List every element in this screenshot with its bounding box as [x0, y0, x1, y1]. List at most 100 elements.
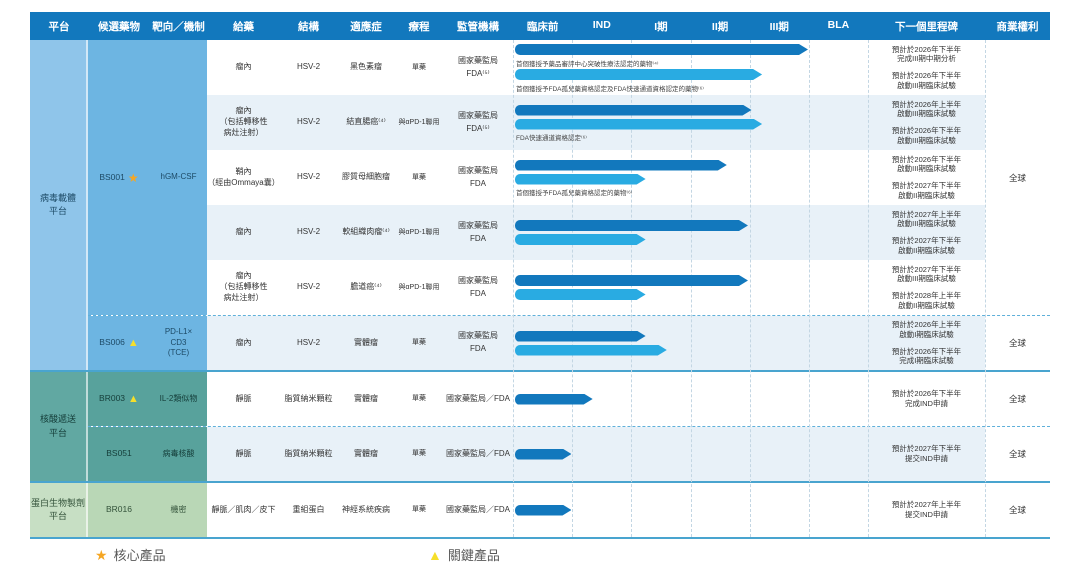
- regimen-cell: 單藥: [412, 173, 426, 181]
- indication-cell: 膽道癌⁽⁴⁾: [350, 282, 382, 292]
- phase-bar-fda: [515, 69, 762, 80]
- regimen-cell: 單藥: [412, 506, 426, 514]
- candidate-cell: BR003 ▲: [88, 372, 150, 426]
- regimen-cell: 單藥: [412, 450, 426, 458]
- star-icon: ★: [127, 170, 139, 185]
- structure-cell: HSV-2: [296, 227, 321, 237]
- milestone-entry: 預計於2026年下半年 完成III期中期分析: [891, 44, 962, 64]
- milestone-cell: 預計於2027年下半年 啟動III期臨床試驗 預計於2028年上半年 啟動II期臨…: [868, 260, 985, 315]
- regulator-cell: 國家藥監局／FDA: [446, 504, 510, 514]
- indication-cell: 結直腸癌⁽⁴⁾: [346, 117, 386, 127]
- pipeline-row: 鞘內 （經由Ommaya囊） HSV-2 膠質母細胞瘤 單藥 國家藥監局 FDA 首個獲授…: [207, 150, 985, 205]
- regimen-cell: 單藥: [412, 63, 426, 71]
- commercial-rights-cell: 全球: [1008, 338, 1026, 348]
- pipeline-row: 瘤內 HSV-2 軟組織肉瘤⁽⁴⁾ 與αPD-1聯用 國家藥監局 FDA 預計於2027年…: [207, 205, 985, 260]
- phase-bar-fda: [515, 119, 762, 130]
- phase-bar-fda: [515, 345, 667, 356]
- bar-note: 首個獲授予FDA孤兒藥資格認定的藥物⁽⁶⁾: [516, 190, 633, 197]
- milestone-entry: 預計於2026年下半年 完成I期臨床試驗: [891, 346, 962, 366]
- timeline-cell: FDA快速通道資格認定⁽⁶⁾: [513, 95, 868, 150]
- header-structure: 結構: [298, 20, 319, 33]
- milestone-cell: 預計於2026年下半年 完成III期中期分析 預計於2026年下半年 啟動III期…: [868, 40, 985, 95]
- phase-bar-nmpa: [515, 394, 593, 405]
- phase-bar-nmpa: [515, 449, 571, 460]
- platform-cell: 蛋白生物製劑 平台: [30, 483, 88, 537]
- milestone-entry: 預計於2027年上半年 啟動III期臨床試驗: [891, 209, 962, 229]
- candidate-group: BR003 ▲ IL-2類似物 靜脈 脂質納米顆粒 實體瘤 單藥 國家藥監局／FDA 預計於20…: [88, 372, 1050, 426]
- bar-wrap: [515, 220, 868, 231]
- phase-bar-nmpa: [515, 275, 748, 286]
- platform-groups: BR003 ▲ IL-2類似物 靜脈 脂質納米顆粒 實體瘤 單藥 國家藥監局／FDA 預計於20…: [88, 372, 1050, 481]
- header-candidate: 候選藥物: [98, 20, 140, 33]
- indication-cell: 實體瘤: [354, 448, 378, 458]
- star-icon: ★: [95, 546, 108, 563]
- candidate-code: BS001: [99, 171, 125, 182]
- pipeline-row: 瘤內 HSV-2 黑色素瘤 單藥 國家藥監局 FDA⁽⁵⁾ 首個獲授予藥品審評中心突破性療…: [207, 40, 985, 95]
- regimen-cell: 與αPD-1聯用: [398, 283, 440, 291]
- milestone-entry: 預計於2026年上半年 啟動III期臨床試驗: [891, 99, 962, 119]
- bar-wrap: [515, 289, 868, 300]
- candidate-cell: BR016: [88, 483, 150, 537]
- timeline-cell: [513, 205, 868, 260]
- rows-stack: 靜脈 脂質納米顆粒 實體瘤 單藥 國家藥監局／FDA 預計於2027年下半年 提交IND申…: [207, 427, 985, 481]
- dosing-cell: 靜脈: [235, 393, 252, 403]
- target-cell: 病毒核酸: [150, 427, 207, 481]
- structure-cell: HSV-2: [296, 172, 321, 182]
- milestone-entry: 預計於2027年下半年 提交IND申請: [891, 444, 962, 463]
- header-commercial: 商業權利: [996, 20, 1039, 33]
- header-regulator: 監管機構: [457, 20, 499, 33]
- platform-groups: BR016 機密 靜脈／肌肉／皮下 重組蛋白 神經系統疾病 單藥 國家藥監局／FDA 預計於2…: [88, 483, 1050, 537]
- milestone-entry: 預計於2027年上半年 提交IND申請: [891, 500, 962, 519]
- bar-note: 首個獲授予FDA孤兒藥資格認定及FDA快速通道資格認定的藥物⁽⁶⁾: [516, 85, 704, 93]
- table-header-row: 平台 候選藥物 靶向／機制 給藥 結構 適應症 療程 監管機構 臨床前 IND I期 II期 III期 B…: [30, 12, 1050, 40]
- bar-note: FDA快速通道資格認定⁽⁶⁾: [516, 135, 587, 142]
- bar-wrap: [515, 69, 868, 80]
- regulator-cell: 國家藥監局／FDA: [446, 448, 510, 458]
- rows-stack: 靜脈 脂質納米顆粒 實體瘤 單藥 國家藥監局／FDA 預計於2026年下半年 完成IND申…: [207, 372, 985, 426]
- phase-bar-nmpa: [515, 505, 571, 516]
- structure-cell: HSV-2: [296, 62, 321, 72]
- regulator-cell: 國家藥監局 FDA⁽⁵⁾: [458, 55, 498, 78]
- phase-bar-fda: [515, 174, 646, 185]
- candidate-code: BR016: [106, 504, 132, 515]
- regimen-cell: 單藥: [412, 395, 426, 403]
- milestone-entry: 預計於2027年下半年 啟動II期臨床試驗: [891, 181, 962, 200]
- regulator-cell: 國家藥監局 FDA: [458, 331, 498, 353]
- regulator-cell: 國家藥監局 FDA: [458, 275, 498, 298]
- bar-wrap: [515, 234, 868, 245]
- candidate-group: BS006 ▲ PD-L1× CD3 (TCE) 瘤內 HSV-2 實體瘤 單藥 國家藥監局 …: [88, 315, 1050, 370]
- regimen-cell: 與αPD-1聯用: [398, 118, 440, 126]
- candidate-group: BS051 病毒核酸 靜脈 脂質納米顆粒 實體瘤 單藥 國家藥監局／FDA 預計於2027年下…: [88, 426, 1050, 481]
- bar-wrap: [515, 394, 868, 405]
- phase-bar-nmpa: [515, 160, 727, 171]
- bar-wrap: [515, 105, 868, 116]
- commercial-rights-cell: 全球: [1008, 394, 1026, 404]
- bar-wrap: [515, 119, 868, 130]
- pipeline-row: 瘤內 （包括轉移性 病灶注射） HSV-2 膽道癌⁽⁴⁾ 與αPD-1聯用 國家藥監局 …: [207, 260, 985, 315]
- triangle-icon: ▲: [128, 392, 139, 405]
- platform-groups: BS001 ★ hGM-CSF 瘤內 HSV-2 黑色素瘤 單藥 國家藥監局 FDA⁽⁵⁾ 首個…: [88, 40, 1050, 370]
- dosing-cell: 瘤內 （包括轉移性 病灶注射）: [219, 271, 268, 302]
- regulator-cell: 國家藥監局 FDA⁽⁵⁾: [458, 110, 498, 133]
- target-cell: IL-2類似物: [150, 372, 207, 426]
- structure-cell: HSV-2: [296, 117, 321, 127]
- target-cell: hGM-CSF: [150, 40, 207, 315]
- regulator-cell: 國家藥監局 FDA: [458, 165, 498, 188]
- commercial-rights-cell: 全球: [1008, 172, 1026, 183]
- header-phase: BLA: [827, 18, 850, 31]
- structure-cell: HSV-2: [296, 337, 321, 347]
- milestone-cell: 預計於2026年上半年 啟動I期臨床試驗 預計於2026年下半年 完成I期臨床試驗: [868, 316, 985, 370]
- pipeline-row: 靜脈 脂質納米顆粒 實體瘤 單藥 國家藥監局／FDA 預計於2026年下半年 完成IND申…: [207, 372, 985, 426]
- indication-cell: 實體瘤: [354, 393, 378, 403]
- dosing-cell: 瘤內: [235, 62, 252, 72]
- candidate-code: BS051: [106, 448, 132, 459]
- dosing-cell: 鞘內 （經由Ommaya囊）: [207, 166, 280, 187]
- header-dosing: 給藥: [233, 20, 254, 33]
- phase-bar-nmpa: [515, 331, 646, 342]
- header-phase: 臨床前: [526, 20, 559, 33]
- indication-cell: 膠質母細胞瘤: [342, 172, 390, 182]
- legend: ★ 核心產品 ▲ 關鍵產品: [0, 545, 1080, 565]
- indication-cell: 實體瘤: [354, 337, 378, 347]
- header-phases: 臨床前 IND I期 II期 III期 BLA: [513, 19, 868, 34]
